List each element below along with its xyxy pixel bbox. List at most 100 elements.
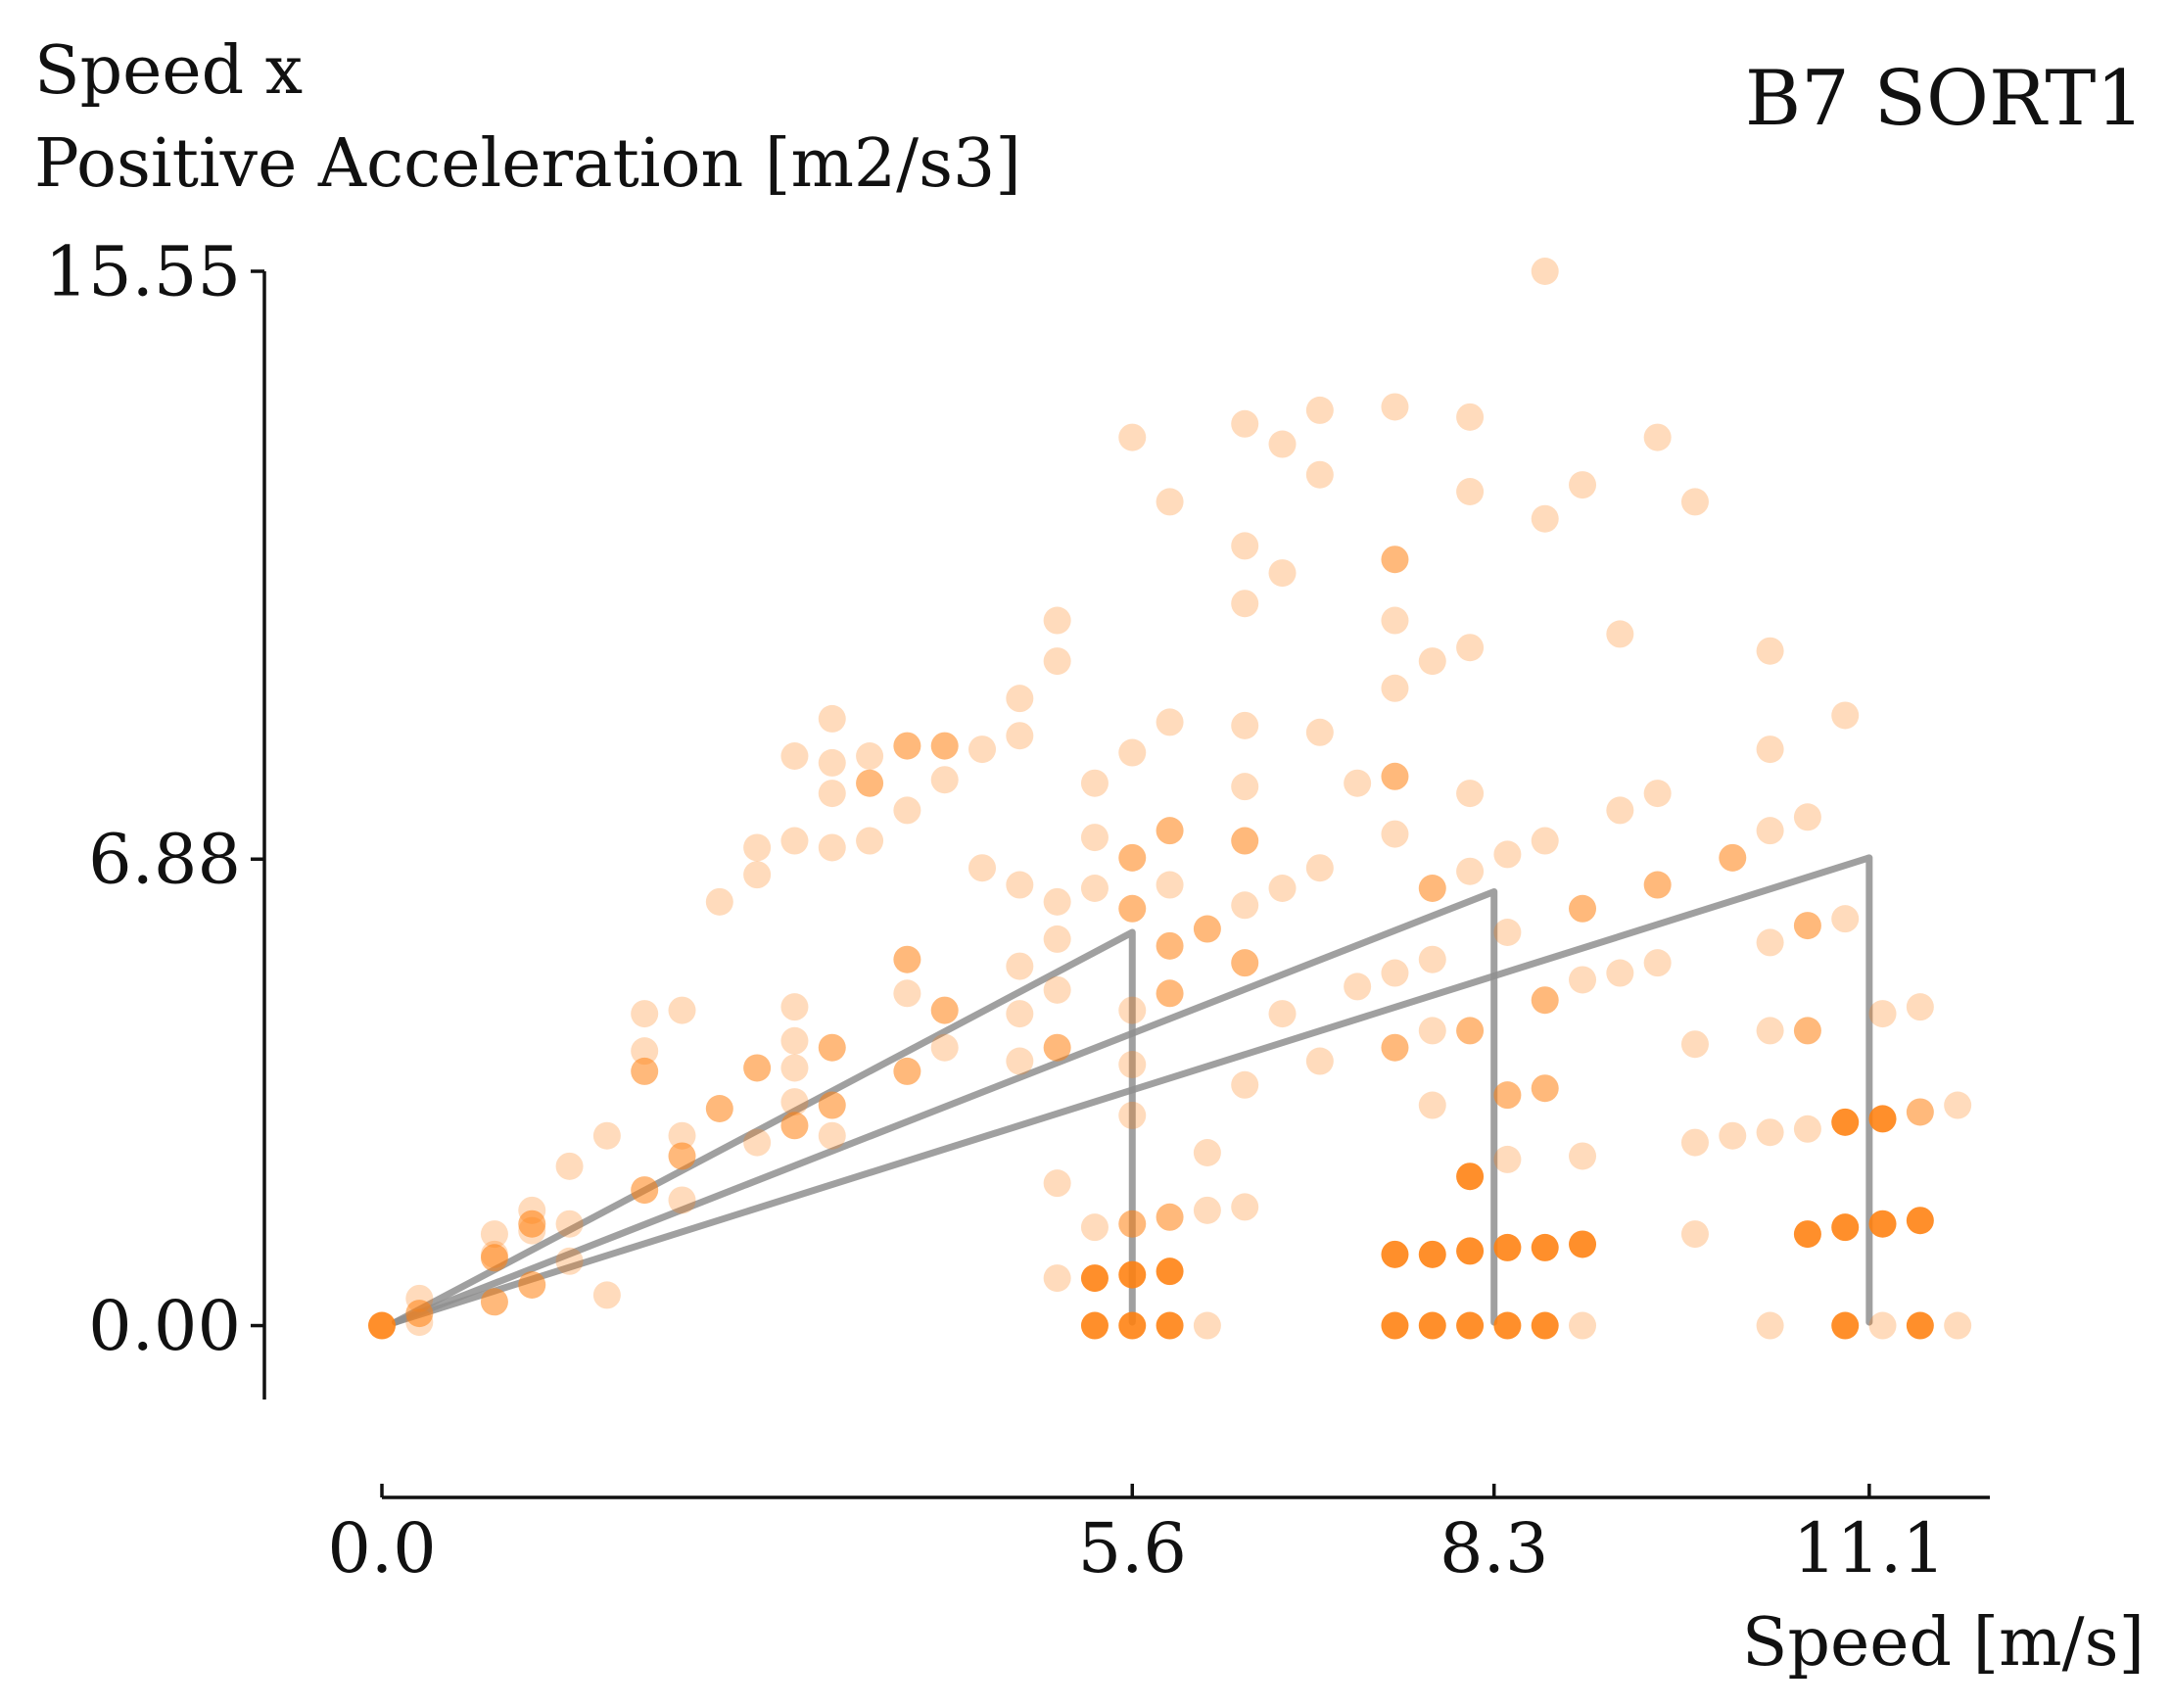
data-point-light-119 [1680, 1220, 1709, 1249]
data-point-light-2 [480, 1220, 508, 1249]
data-point-light-97 [1456, 634, 1485, 662]
data-point-medium-33 [1418, 875, 1446, 902]
data-point-light-117 [1680, 1030, 1709, 1059]
data-point-light-123 [1756, 817, 1784, 845]
data-point-light-51 [1043, 1264, 1071, 1293]
data-point-light-94 [1418, 1091, 1446, 1119]
data-point-medium-18 [930, 996, 959, 1024]
data-point-light-28 [818, 780, 846, 808]
data-point-medium-9 [743, 1054, 772, 1082]
data-point-light-19 [743, 1128, 772, 1157]
data-point-medium-5 [631, 1057, 659, 1085]
y-tick-label-0: 0.00 [88, 1286, 241, 1366]
data-point-light-91 [1418, 647, 1446, 676]
data-point-light-99 [1456, 857, 1485, 885]
x-tick-label-2: 8.3 [1439, 1508, 1548, 1589]
data-point-light-20 [780, 742, 809, 770]
data-point-light-95 [1456, 403, 1485, 431]
data-point-light-83 [1305, 1047, 1334, 1075]
data-point-light-16 [705, 887, 733, 916]
data-point-medium-31 [1381, 762, 1409, 790]
data-point-medium-23 [1156, 817, 1184, 845]
data-point-light-85 [1344, 973, 1372, 1001]
data-point-light-122 [1756, 735, 1784, 764]
data-point-medium-24 [1156, 931, 1184, 960]
data-point-medium-28 [1231, 827, 1259, 855]
data-point-medium-19 [1043, 1033, 1071, 1062]
data-point-light-65 [1193, 1196, 1221, 1224]
data-point-light-98 [1456, 780, 1485, 808]
data-point-medium-34 [1456, 1017, 1485, 1045]
data-point-light-110 [1606, 620, 1634, 648]
data-point-light-103 [1531, 258, 1559, 285]
data-point-medium-7 [668, 1142, 696, 1170]
data-point-medium-39 [1643, 871, 1672, 899]
data-point-dark-20 [1569, 1230, 1597, 1258]
data-point-dark-17 [1456, 1237, 1485, 1265]
data-point-light-116 [1680, 488, 1709, 516]
y-axis-ticks: 0.00 6.88 15.55 [45, 232, 264, 1366]
data-point-light-129 [1793, 1115, 1821, 1143]
data-point-light-125 [1756, 1017, 1784, 1045]
data-point-light-118 [1680, 1128, 1709, 1157]
data-point-light-111 [1606, 796, 1634, 825]
x-tick-label-1: 5.6 [1078, 1508, 1187, 1589]
data-point-medium-0 [405, 1300, 434, 1328]
data-point-dark-25 [1868, 1105, 1897, 1133]
data-point-light-80 [1305, 460, 1334, 489]
data-point-light-6 [555, 1152, 584, 1180]
data-point-light-90 [1381, 959, 1409, 987]
data-point-light-59 [1118, 1051, 1147, 1078]
data-point-light-126 [1756, 1118, 1784, 1147]
data-point-light-53 [1080, 824, 1109, 852]
guide-lines [392, 854, 1873, 1326]
data-point-light-132 [1868, 1000, 1897, 1028]
data-point-light-60 [1118, 1101, 1147, 1129]
data-point-dark-4 [1118, 1260, 1147, 1289]
data-point-medium-3 [518, 1271, 546, 1299]
data-point-dark-19 [1531, 1233, 1559, 1261]
data-point-light-100 [1493, 840, 1522, 869]
data-point-light-68 [1231, 532, 1259, 560]
data-point-light-33 [893, 796, 921, 825]
data-point-light-78 [1268, 1000, 1297, 1028]
data-point-medium-21 [1118, 894, 1147, 923]
data-point-light-24 [780, 1054, 809, 1082]
x-axis-label: Speed [m/s] [1742, 1604, 2145, 1682]
data-point-light-31 [856, 742, 884, 770]
data-point-light-115 [1643, 949, 1672, 977]
data-point-light-7 [555, 1210, 584, 1238]
data-point-light-121 [1756, 637, 1784, 665]
data-point-light-43 [1006, 1000, 1034, 1028]
data-point-light-72 [1231, 891, 1259, 920]
data-point-light-23 [780, 1026, 809, 1055]
data-point-light-13 [668, 996, 696, 1024]
data-point-medium-15 [893, 945, 921, 973]
data-point-dark-18 [1493, 1233, 1522, 1261]
data-point-light-102 [1493, 1145, 1522, 1173]
data-point-dark-24 [1868, 1210, 1897, 1238]
data-point-light-87 [1381, 606, 1409, 635]
data-point-light-62 [1156, 708, 1184, 736]
data-point-light-135 [1944, 1091, 1972, 1119]
data-point-light-64 [1193, 1139, 1221, 1166]
data-point-dark-9 [1456, 1311, 1485, 1340]
data-point-light-128 [1793, 803, 1821, 831]
data-point-medium-43 [1906, 1098, 1934, 1126]
data-point-medium-20 [1118, 843, 1147, 872]
data-point-light-96 [1456, 478, 1485, 505]
data-point-light-27 [818, 748, 846, 777]
data-point-medium-29 [1231, 949, 1259, 977]
data-point-light-50 [1043, 1169, 1071, 1198]
data-point-light-73 [1231, 1070, 1259, 1099]
data-point-light-29 [818, 833, 846, 862]
data-point-medium-27 [1193, 915, 1221, 943]
chart-title: B7 SORT1 [1745, 55, 2145, 143]
data-point-light-120 [1719, 1121, 1747, 1150]
data-point-medium-32 [1381, 1033, 1409, 1062]
data-point-light-47 [1043, 887, 1071, 916]
data-point-medium-22 [1118, 1210, 1147, 1238]
data-point-dark-1 [1080, 1311, 1109, 1340]
x-tick-label-3: 11.1 [1793, 1508, 1946, 1589]
